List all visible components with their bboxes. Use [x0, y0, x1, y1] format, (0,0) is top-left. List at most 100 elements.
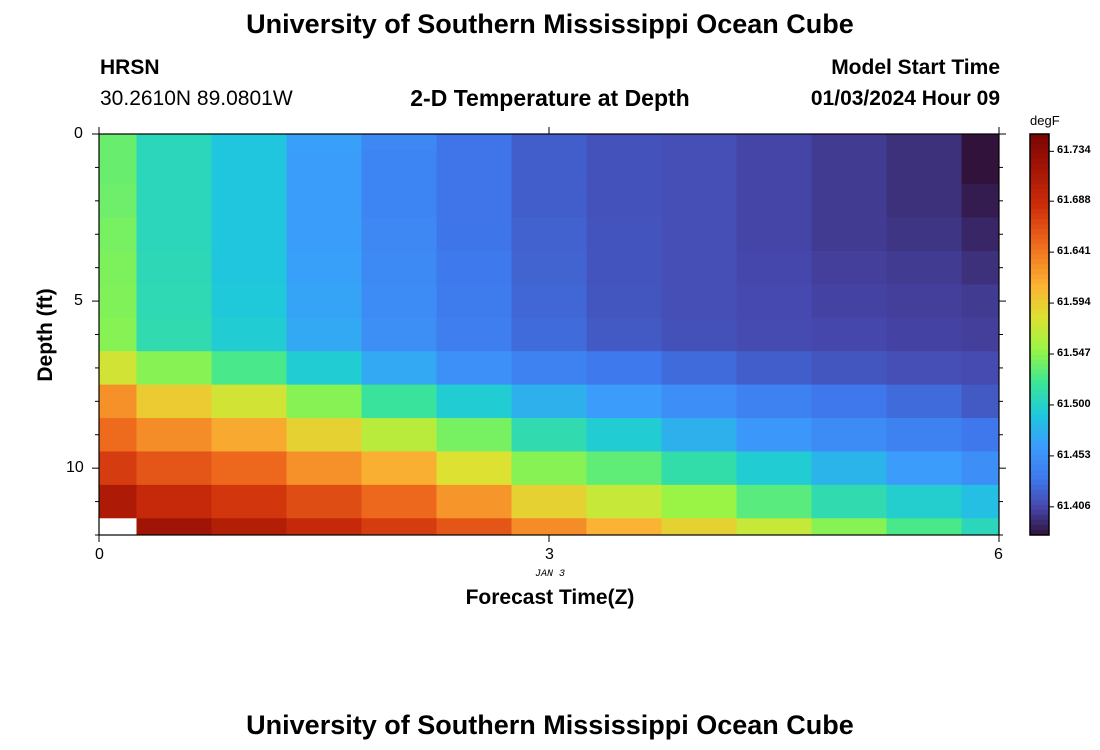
x-tick-label: 3: [545, 546, 554, 563]
colorbar-swatch: [1030, 389, 1049, 396]
heatmap-cell: [436, 484, 512, 519]
heatmap-cell: [886, 451, 962, 486]
heatmap-cell: [436, 451, 512, 486]
colorbar-swatch: [1030, 464, 1049, 471]
heatmap-cell: [511, 184, 587, 218]
colorbar-swatch: [1030, 354, 1049, 361]
colorbar-swatch: [1030, 479, 1049, 486]
colorbar-unit: degF: [1030, 113, 1060, 128]
heatmap-cell: [661, 284, 737, 319]
heatmap-cell: [511, 384, 587, 419]
heatmap-cell: [811, 217, 887, 252]
heatmap-cell: [99, 217, 137, 252]
footer-title: University of Southern Mississippi Ocean…: [246, 710, 854, 740]
colorbar-swatch: [1030, 209, 1049, 215]
heatmap-cell: [811, 518, 887, 536]
heatmap-cell: [661, 134, 737, 152]
heatmap-cell: [99, 184, 137, 218]
colorbar-swatch: [1030, 229, 1049, 235]
colorbar-swatch: [1030, 529, 1049, 536]
colorbar-swatch: [1030, 134, 1049, 140]
colorbar-swatch: [1030, 344, 1049, 351]
heatmap-cell: [661, 317, 737, 352]
heatmap-cell: [736, 284, 812, 319]
heatmap-cell: [136, 351, 212, 386]
heatmap-cell: [886, 351, 962, 386]
colorbar-tick-label: 61.734: [1057, 144, 1091, 157]
colorbar-swatch: [1030, 319, 1049, 325]
heatmap-cell: [811, 184, 887, 218]
heatmap-cell: [961, 317, 1000, 352]
heatmap-cell: [736, 451, 812, 486]
colorbar-swatch: [1030, 204, 1049, 210]
colorbar-swatch: [1030, 314, 1049, 320]
heatmap-cell: [886, 184, 962, 218]
heatmap-cell: [436, 284, 512, 319]
heatmap-cell: [886, 484, 962, 519]
heatmap-cell: [286, 351, 362, 386]
heatmap-cell: [586, 217, 662, 252]
heatmap-cell: [436, 384, 512, 419]
colorbar-swatch: [1030, 324, 1049, 330]
heatmap-cell: [211, 184, 287, 218]
heatmap-cell: [361, 284, 437, 319]
heatmap-cell: [511, 134, 587, 152]
heatmap-cell: [361, 317, 437, 352]
heatmap-cell: [736, 518, 812, 536]
model-start-label: Model Start Time: [831, 56, 1000, 79]
colorbar-swatch: [1030, 439, 1049, 446]
colorbar-swatch: [1030, 374, 1049, 381]
colorbar-swatch: [1030, 244, 1049, 250]
colorbar-frame: [1029, 133, 1050, 536]
heatmap-cell: [361, 134, 437, 152]
colorbar-swatch: [1030, 514, 1049, 521]
heatmap-cell: [361, 150, 437, 185]
heatmap-cell: [211, 351, 287, 386]
heatmap-cell: [99, 150, 137, 185]
colorbar-tick-label: 61.688: [1057, 194, 1091, 207]
colorbar-swatch: [1030, 434, 1049, 441]
heatmap-cell: [961, 418, 1000, 452]
colorbar-swatch: [1030, 499, 1049, 506]
heatmap-cell: [961, 384, 1000, 419]
heatmap-cell: [211, 418, 287, 452]
y-tick-label: 10: [66, 459, 84, 476]
colorbar-swatch: [1030, 299, 1049, 305]
colorbar-swatch: [1030, 199, 1049, 205]
heatmap-cell: [211, 518, 287, 536]
heatmap-cell: [436, 518, 512, 536]
heatmap-cell: [586, 250, 662, 285]
heatmap-cell: [736, 217, 812, 252]
y-axis-label: Depth (ft): [34, 288, 57, 382]
colorbar-swatch: [1030, 264, 1049, 270]
station-coords: 30.2610N 89.0801W: [100, 87, 293, 110]
colorbar-swatch: [1030, 169, 1049, 175]
colorbar-swatch: [1030, 294, 1049, 300]
colorbar-swatch: [1030, 159, 1049, 165]
colorbar-swatch: [1030, 254, 1049, 260]
heatmap-cell: [811, 250, 887, 285]
heatmap-cell: [136, 384, 212, 419]
y-tick-label: 5: [74, 292, 83, 309]
heatmap-cell: [961, 451, 1000, 486]
heatmap-cell: [361, 384, 437, 419]
heatmap-cell: [436, 150, 512, 185]
colorbar-swatch: [1030, 214, 1049, 220]
heatmap-cell: [811, 451, 887, 486]
heatmap-cell: [99, 351, 137, 386]
colorbar-swatch: [1030, 339, 1049, 346]
heatmap-cell: [886, 134, 962, 152]
heatmap-cell: [661, 484, 737, 519]
heatmap-cell: [661, 518, 737, 536]
heatmap-cell: [286, 451, 362, 486]
heatmap-cell: [511, 150, 587, 185]
heatmap-cell: [886, 284, 962, 319]
colorbar-swatch: [1030, 329, 1049, 335]
heatmap-cell: [736, 150, 812, 185]
heatmap-cell: [961, 217, 1000, 252]
heatmap-cell: [661, 184, 737, 218]
colorbar-swatch: [1030, 394, 1049, 401]
heatmap-cell: [586, 317, 662, 352]
colorbar-swatch: [1030, 519, 1049, 526]
heatmap-cell: [736, 351, 812, 386]
